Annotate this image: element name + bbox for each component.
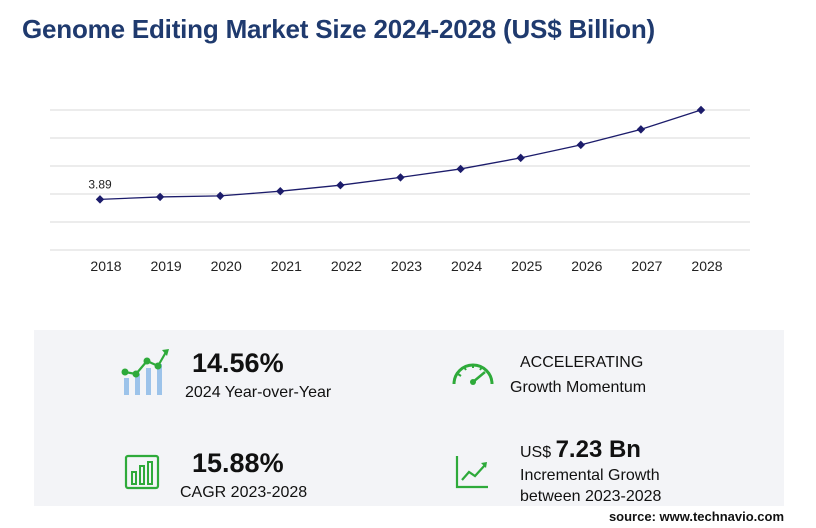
- momentum-label: Growth Momentum: [510, 379, 647, 396]
- bar-chart-icon: [124, 454, 160, 490]
- data-markers: [95, 105, 706, 204]
- data-point: [216, 191, 225, 201]
- incremental-value: 7.23 Bn: [555, 436, 641, 463]
- data-point: [276, 186, 285, 196]
- incremental-label-2: between 2023-2028: [520, 488, 662, 505]
- x-tick-label: 2027: [631, 258, 662, 274]
- x-tick-label: 2019: [151, 258, 182, 274]
- data-point: [396, 173, 405, 182]
- line-chart: 2018 2019 2020 2021 2022 2023 2024 2025 2026 2027…: [50, 105, 750, 274]
- data-label: 3.89: [88, 177, 112, 191]
- x-axis: 2018 2019 2020 2021 2022 2023 2024 2025 2026 2027…: [90, 258, 722, 274]
- grid-lines: [50, 109, 750, 251]
- chart-title: Genome Editing Market Size 2024-2028 (US…: [22, 14, 655, 44]
- data-point: [336, 181, 345, 190]
- data-point: [155, 192, 165, 202]
- yoy-label: 2024 Year-over-Year: [185, 384, 332, 401]
- stats-panel: 14.56% 2024 Year-over-Year ACCELERATING …: [34, 330, 784, 506]
- x-tick-label: 2024: [451, 258, 482, 274]
- series-line: [99, 109, 702, 201]
- cagr-value: 15.88%: [192, 448, 284, 478]
- source-note: source: www.technavio.com: [608, 509, 784, 524]
- incremental-value-row: US$ 7.23 Bn: [520, 436, 641, 464]
- data-point: [516, 153, 525, 163]
- x-tick-label: 2021: [271, 258, 302, 274]
- x-tick-label: 2018: [90, 258, 121, 274]
- data-point: [576, 140, 585, 150]
- x-tick-label: 2026: [571, 258, 602, 274]
- speedometer-icon: [452, 363, 494, 385]
- cagr-label: CAGR 2023-2028: [180, 484, 308, 501]
- x-tick-label: 2022: [331, 258, 362, 274]
- data-labels: 3.89: [88, 177, 112, 191]
- growth-chart-icon: [121, 349, 169, 395]
- data-point: [696, 105, 706, 115]
- x-tick-label: 2020: [211, 258, 242, 274]
- data-point: [456, 164, 465, 174]
- yoy-value: 14.56%: [192, 348, 284, 378]
- incremental-label-1: Incremental Growth: [520, 467, 660, 484]
- x-tick-label: 2023: [391, 258, 422, 274]
- x-tick-label: 2028: [691, 258, 722, 274]
- trend-line-icon: [455, 456, 488, 489]
- currency-prefix: US$: [520, 444, 552, 461]
- data-point: [95, 195, 105, 204]
- data-point: [636, 125, 646, 134]
- x-tick-label: 2025: [511, 258, 542, 274]
- momentum-value: ACCELERATING: [520, 354, 644, 371]
